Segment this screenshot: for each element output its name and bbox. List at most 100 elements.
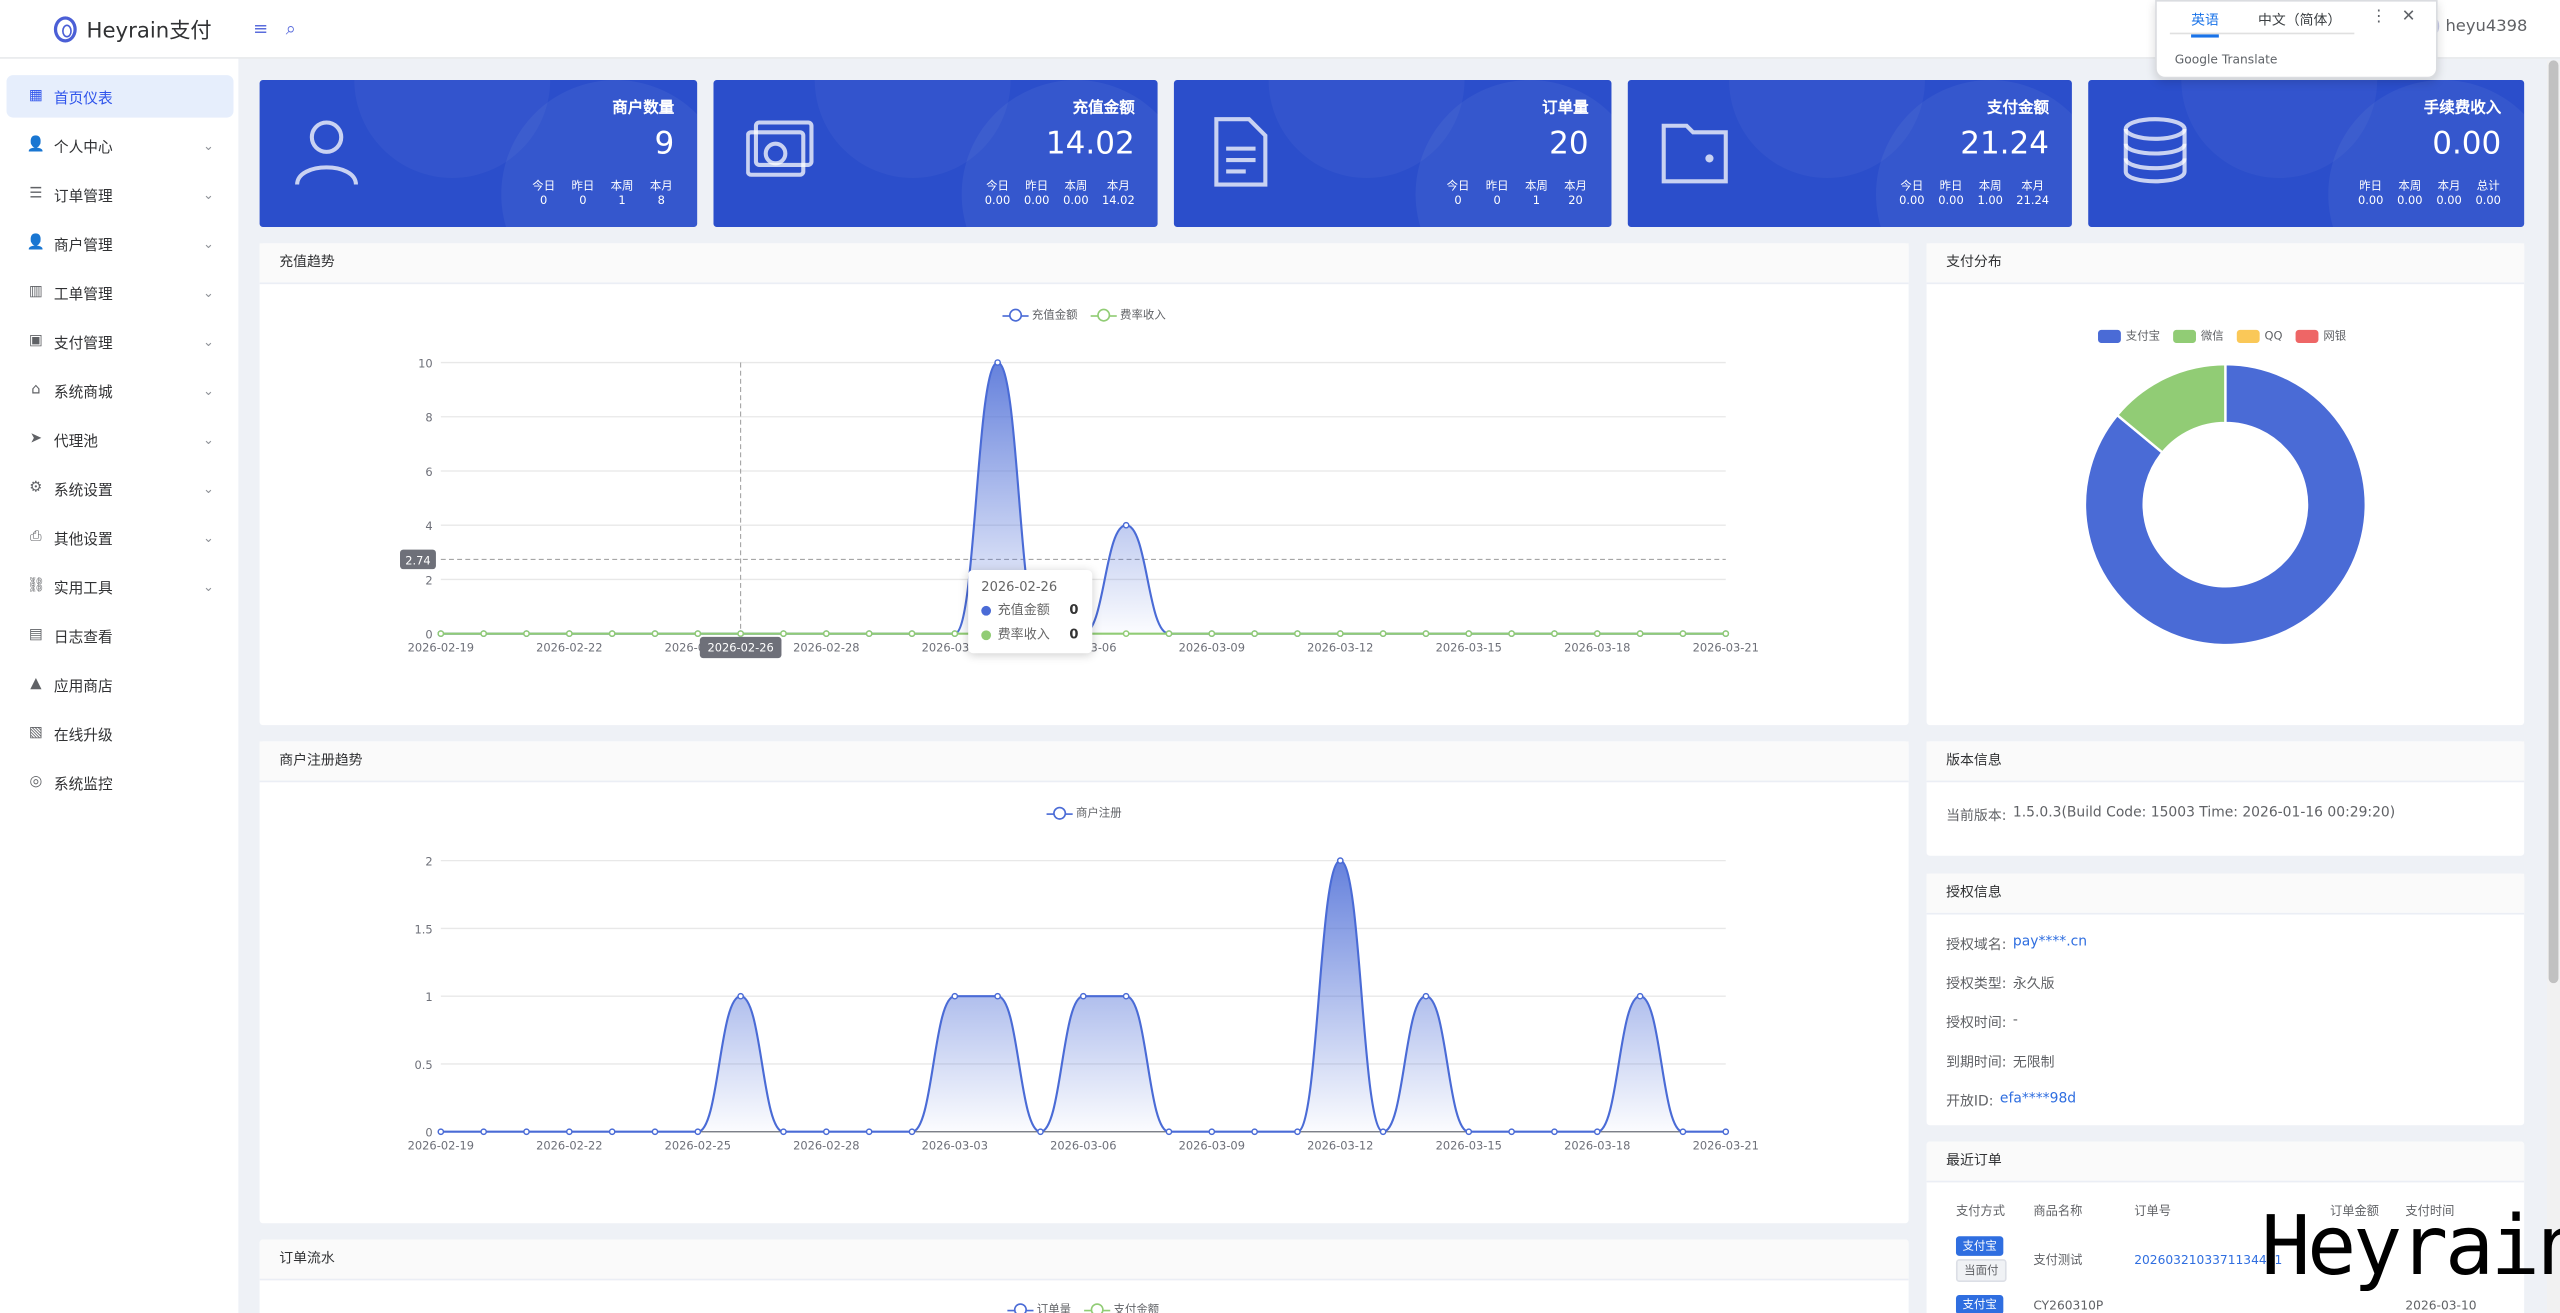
- data-point[interactable]: [1379, 630, 1387, 637]
- data-point[interactable]: [1294, 1128, 1301, 1136]
- more-options-icon[interactable]: ⋮: [2370, 8, 2388, 27]
- data-point[interactable]: [565, 630, 573, 637]
- data-point[interactable]: [1251, 630, 1258, 637]
- data-point[interactable]: [908, 630, 916, 637]
- sidebar-item[interactable]: ▲ 应用商店: [7, 663, 234, 705]
- data-point[interactable]: [865, 1128, 873, 1136]
- legend-order-count[interactable]: 订单量: [1007, 1302, 1071, 1313]
- table-row[interactable]: 支付宝 CY260310P 2026-03-10: [1949, 1289, 2501, 1313]
- data-point[interactable]: [1593, 1128, 1601, 1136]
- legend-pay-amount[interactable]: 支付金额: [1084, 1302, 1159, 1313]
- data-point[interactable]: [1508, 630, 1515, 637]
- sidebar-item[interactable]: ◎ 系统监控: [7, 761, 234, 803]
- sidebar-item[interactable]: ⛓ 实用工具 ⌄: [7, 565, 234, 607]
- data-point[interactable]: [651, 630, 659, 637]
- data-point[interactable]: [1636, 630, 1644, 637]
- data-point[interactable]: [1722, 630, 1730, 637]
- data-point[interactable]: [1165, 1128, 1173, 1136]
- legend-item[interactable]: 网银: [2295, 328, 2346, 344]
- data-point[interactable]: [437, 1128, 445, 1136]
- table-row[interactable]: 支付宝 当面付 支付测试 2026032103371134431: [1949, 1230, 2501, 1289]
- data-point[interactable]: [480, 1128, 488, 1136]
- data-point[interactable]: [1294, 630, 1301, 637]
- merchant-trend-chart[interactable]: 0 0.5 1 1.5 2 2026-02-19 2026-02-22 2026-02-25 2…: [260, 782, 1909, 1223]
- data-point[interactable]: [780, 1128, 787, 1136]
- data-point[interactable]: [565, 1128, 573, 1136]
- data-point[interactable]: [737, 630, 744, 637]
- data-point[interactable]: [994, 992, 1001, 1000]
- legend-item[interactable]: 支付宝: [2098, 328, 2160, 344]
- data-point[interactable]: [1336, 630, 1344, 637]
- license-value[interactable]: efa****98d: [1999, 1090, 2077, 1108]
- data-point[interactable]: [1465, 630, 1473, 637]
- data-point[interactable]: [1079, 992, 1087, 1000]
- data-point[interactable]: [1165, 630, 1173, 637]
- data-point[interactable]: [608, 1128, 616, 1136]
- payment-donut-chart[interactable]: [1927, 284, 2525, 725]
- data-point[interactable]: [1551, 630, 1558, 637]
- legend-recharge[interactable]: 充值金额: [1002, 307, 1078, 323]
- data-point[interactable]: [694, 630, 702, 637]
- data-point[interactable]: [1636, 992, 1644, 1000]
- data-point[interactable]: [608, 630, 616, 637]
- data-point[interactable]: [1679, 630, 1687, 637]
- sidebar-item[interactable]: ⎙ 其他设置 ⌄: [7, 516, 234, 558]
- data-point[interactable]: [994, 359, 1001, 366]
- data-point[interactable]: [1122, 630, 1130, 637]
- sidebar-item[interactable]: ▦ 首页仪表: [6, 75, 234, 118]
- translate-tab-chinese[interactable]: 中文（简体）: [2258, 13, 2342, 30]
- data-point[interactable]: [437, 630, 445, 637]
- data-point[interactable]: [865, 630, 873, 637]
- data-point[interactable]: [1679, 1128, 1687, 1136]
- data-point[interactable]: [1208, 630, 1216, 637]
- data-point[interactable]: [1465, 1128, 1473, 1136]
- legend-item[interactable]: QQ: [2236, 329, 2283, 343]
- legend-merchant[interactable]: 商户注册: [1046, 805, 1122, 821]
- sidebar-item[interactable]: 👤 个人中心 ⌄: [7, 124, 234, 166]
- data-point[interactable]: [1251, 1128, 1258, 1136]
- pie-slice[interactable]: [2083, 362, 2367, 647]
- sidebar-item[interactable]: 👤 商户管理 ⌄: [7, 222, 234, 264]
- sidebar-item[interactable]: ⚙ 系统设置 ⌄: [7, 467, 234, 509]
- sidebar-item[interactable]: ➤ 代理池 ⌄: [7, 418, 234, 460]
- license-value[interactable]: pay****.cn: [2012, 934, 2088, 951]
- data-point[interactable]: [694, 1128, 702, 1136]
- data-point[interactable]: [1379, 1128, 1387, 1136]
- close-icon[interactable]: ✕: [2401, 8, 2416, 27]
- data-point[interactable]: [951, 630, 959, 637]
- data-point[interactable]: [951, 992, 959, 1000]
- legend-item[interactable]: 微信: [2173, 328, 2224, 344]
- data-point[interactable]: [1208, 1128, 1216, 1136]
- logo[interactable]: Heyrain支付: [53, 13, 212, 44]
- data-point[interactable]: [1722, 1128, 1730, 1136]
- order-no-link[interactable]: 2026032103371134431: [2134, 1251, 2283, 1267]
- data-point[interactable]: [822, 630, 830, 637]
- data-point[interactable]: [1422, 992, 1430, 1000]
- data-point[interactable]: [523, 630, 530, 637]
- data-point[interactable]: [1593, 630, 1601, 637]
- legend-fee[interactable]: 费率收入: [1090, 307, 1166, 323]
- sidebar-item[interactable]: ⌂ 系统商城 ⌄: [7, 369, 234, 411]
- data-point[interactable]: [908, 1128, 916, 1136]
- data-point[interactable]: [1551, 1128, 1558, 1136]
- sidebar-item[interactable]: ▤ 日志查看: [7, 614, 234, 656]
- data-point[interactable]: [1122, 521, 1130, 529]
- menu-toggle-icon[interactable]: ≡: [253, 17, 269, 40]
- data-point[interactable]: [1037, 1128, 1044, 1136]
- pie-slice[interactable]: [2115, 362, 2227, 455]
- data-point[interactable]: [1422, 630, 1430, 637]
- data-point[interactable]: [780, 630, 787, 637]
- sidebar-item[interactable]: ☰ 订单管理 ⌄: [7, 173, 234, 215]
- data-point[interactable]: [1336, 857, 1344, 864]
- sidebar-item[interactable]: ▧ 在线升级: [7, 712, 234, 754]
- scrollbar-thumb[interactable]: [2548, 60, 2559, 984]
- translate-tab-english[interactable]: 英语: [2191, 10, 2219, 38]
- data-point[interactable]: [1122, 992, 1130, 1000]
- data-point[interactable]: [523, 1128, 530, 1136]
- search-icon[interactable]: ⌕: [285, 17, 296, 40]
- data-point[interactable]: [1508, 1128, 1515, 1136]
- data-point[interactable]: [480, 630, 488, 637]
- sidebar-item[interactable]: ▣ 支付管理 ⌄: [7, 320, 234, 362]
- sidebar-item[interactable]: ▥ 工单管理 ⌄: [7, 271, 234, 313]
